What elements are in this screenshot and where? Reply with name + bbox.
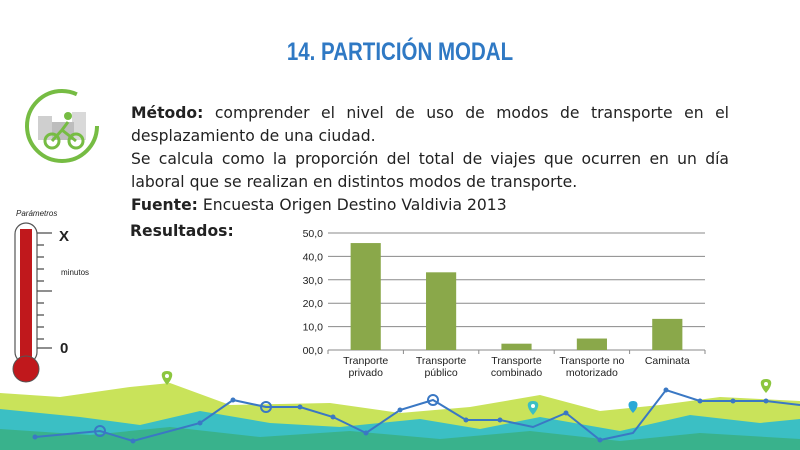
thermometer-bottom-value: 0 (60, 340, 69, 357)
method-label: Método: (131, 104, 204, 122)
thermometer-top-value: X (59, 228, 70, 245)
y-tick-label: 50,0 (303, 228, 324, 240)
y-tick-label: 10,0 (303, 322, 324, 334)
y-tick-label: 40,0 (303, 251, 324, 263)
x-tick-label: Caminata (645, 355, 690, 367)
x-tick-label: público (424, 367, 457, 379)
calc-text: Se calcula como la proporción del total … (131, 150, 729, 191)
bar-chart: 00,0 10,0 20,0 30,0 40,0 50,0 Tranporteprivado… (303, 228, 706, 379)
bar (576, 338, 607, 350)
method-text: comprender el nivel de uso de modos de t… (131, 104, 729, 145)
y-tick-label: 20,0 (303, 298, 324, 310)
footer-decoration (0, 371, 800, 450)
cycling-logo-icon (25, 89, 99, 163)
y-tick-label: 30,0 (303, 275, 324, 287)
x-tick-label: privado (348, 367, 383, 379)
x-tick-label: Transporte (416, 355, 467, 367)
bar (350, 243, 381, 350)
bar (501, 343, 532, 350)
description: Método: comprender el nivel de uso de mo… (131, 102, 729, 217)
source-label: Fuente: (131, 196, 198, 214)
page-title: 14. PARTICIÓN MODAL (286, 38, 514, 66)
source-text: Encuesta Origen Destino Valdivia 2013 (197, 196, 507, 214)
x-tick-label: motorizado (566, 367, 618, 379)
bar (426, 272, 457, 350)
y-tick-label: 00,0 (303, 345, 324, 357)
x-tick-label: Tranporte (343, 355, 388, 367)
thermometer-icon (12, 222, 52, 383)
x-tick-label: combinado (491, 367, 543, 379)
x-tick-label: Transporte no (559, 355, 624, 367)
thermometer-unit: minutos (61, 268, 90, 277)
bar (652, 318, 683, 350)
params-label: Parámetros (16, 209, 58, 218)
x-tick-label: Transporte (491, 355, 542, 367)
results-label: Resultados: (130, 222, 234, 240)
